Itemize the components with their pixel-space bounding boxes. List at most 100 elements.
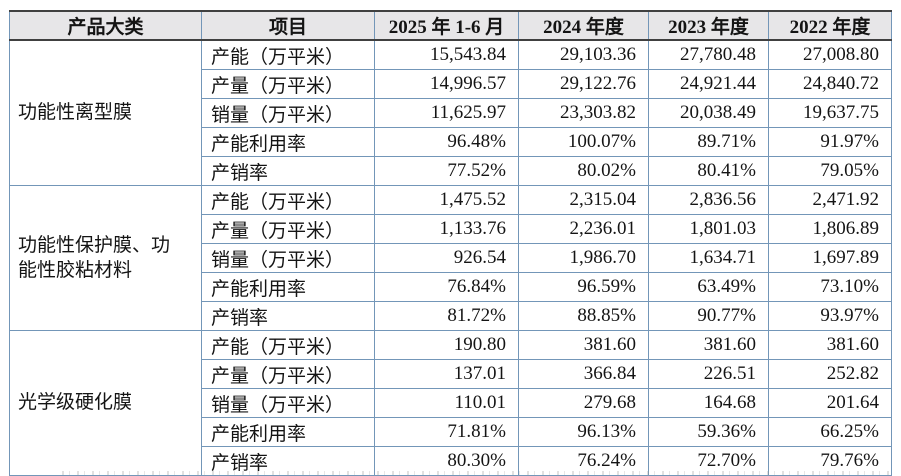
table-row: 销量（万平米） 926.54 1,986.70 1,634.71 1,697.89: [10, 243, 892, 273]
table-row: 产量（万平米） 1,133.76 2,236.01 1,801.03 1,806.89: [10, 214, 892, 244]
value-cell: 79.05%: [768, 156, 892, 186]
value-cell: 190.80: [374, 330, 519, 360]
table-row: 功能性保护膜、功能性胶粘材料 产能（万平米） 1,475.52 2,315.04 2,8…: [9, 185, 892, 331]
value-cell: 80.30%: [374, 446, 519, 476]
value-cell: 89.71%: [648, 127, 769, 157]
item-cell: 产销率: [201, 156, 375, 186]
value-cell: 164.68: [648, 388, 769, 418]
value-cell: 24,921.44: [648, 69, 769, 99]
category-cell: 光学级硬化膜: [9, 330, 202, 476]
value-cell: 252.82: [768, 359, 892, 389]
table-row: 产能利用率 96.48% 100.07% 89.71% 91.97%: [10, 127, 892, 157]
header-row: 产品大类 项目 2025 年 1-6 月 2024 年度 2023 年度 202…: [9, 10, 892, 41]
table-row: 销量（万平米） 11,625.97 23,303.82 20,038.49 19,637…: [10, 98, 892, 128]
value-cell: 381.60: [768, 330, 892, 360]
value-cell: 27,780.48: [648, 39, 769, 70]
value-cell: 1,634.71: [648, 243, 769, 273]
header-product-category: 产品大类: [9, 10, 202, 41]
production-capacity-table: 产品大类 项目 2025 年 1-6 月 2024 年度 2023 年度 202…: [9, 10, 892, 476]
category-cell: 功能性离型膜: [9, 39, 202, 186]
value-cell: 79.76%: [768, 446, 892, 476]
value-cell: 2,471.92: [768, 185, 892, 215]
item-cell: 销量（万平米）: [201, 388, 375, 418]
value-cell: 1,475.52: [374, 185, 519, 215]
value-cell: 1,986.70: [518, 243, 649, 273]
value-cell: 96.59%: [518, 272, 649, 302]
table-row: 产销率 80.30% 76.24% 72.70% 79.76%: [10, 446, 892, 476]
value-cell: 90.77%: [648, 301, 769, 331]
value-cell: 381.60: [648, 330, 769, 360]
value-cell: 80.41%: [648, 156, 769, 186]
value-cell: 27,008.80: [768, 39, 892, 70]
value-cell: 29,122.76: [518, 69, 649, 99]
value-cell: 100.07%: [518, 127, 649, 157]
value-cell: 72.70%: [648, 446, 769, 476]
item-cell: 产销率: [201, 301, 375, 331]
value-cell: 366.84: [518, 359, 649, 389]
value-cell: 29,103.36: [518, 39, 649, 70]
table-row: 产销率 77.52% 80.02% 80.41% 79.05%: [10, 156, 892, 186]
table-row: 功能性离型膜 产能（万平米） 15,543.84 29,103.36 27,780.48…: [9, 39, 892, 186]
item-cell: 产量（万平米）: [201, 214, 375, 244]
value-cell: 1,697.89: [768, 243, 892, 273]
value-cell: 96.13%: [518, 417, 649, 447]
value-cell: 80.02%: [518, 156, 649, 186]
category-cell: 功能性保护膜、功能性胶粘材料: [9, 185, 202, 331]
item-cell: 产能利用率: [201, 272, 375, 302]
value-cell: 1,801.03: [648, 214, 769, 244]
value-cell: 66.25%: [768, 417, 892, 447]
value-cell: 1,806.89: [768, 214, 892, 244]
value-cell: 71.81%: [374, 417, 519, 447]
table-row: 产量（万平米） 14,996.57 29,122.76 24,921.44 24,840…: [10, 69, 892, 99]
table-row: 产能利用率 76.84% 96.59% 63.49% 73.10%: [10, 272, 892, 302]
header-item: 项目: [201, 10, 375, 41]
header-year-2022: 2022 年度: [768, 10, 892, 41]
item-cell: 产销率: [201, 446, 375, 476]
value-cell: 110.01: [374, 388, 519, 418]
item-cell: 销量（万平米）: [201, 243, 375, 273]
item-cell: 产量（万平米）: [201, 359, 375, 389]
value-cell: 226.51: [648, 359, 769, 389]
value-cell: 77.52%: [374, 156, 519, 186]
value-cell: 279.68: [518, 388, 649, 418]
value-cell: 137.01: [374, 359, 519, 389]
cropped-text-artifact: [62, 471, 890, 475]
value-cell: 76.24%: [518, 446, 649, 476]
item-cell: 产量（万平米）: [201, 69, 375, 99]
value-cell: 14,996.57: [374, 69, 519, 99]
value-cell: 926.54: [374, 243, 519, 273]
table-body: 功能性离型膜 产能（万平米） 15,543.84 29,103.36 27,780.48…: [9, 39, 892, 476]
value-cell: 24,840.72: [768, 69, 892, 99]
item-cell: 产能利用率: [201, 127, 375, 157]
value-cell: 93.97%: [768, 301, 892, 331]
value-cell: 76.84%: [374, 272, 519, 302]
table-row: 光学级硬化膜 产能（万平米） 190.80 381.60 381.60 381.60: [9, 330, 892, 476]
value-cell: 19,637.75: [768, 98, 892, 128]
value-cell: 2,236.01: [518, 214, 649, 244]
value-cell: 2,315.04: [518, 185, 649, 215]
value-cell: 2,836.56: [648, 185, 769, 215]
value-cell: 15,543.84: [374, 39, 519, 70]
value-cell: 88.85%: [518, 301, 649, 331]
value-cell: 381.60: [518, 330, 649, 360]
header-year-2023: 2023 年度: [648, 10, 769, 41]
item-cell: 产能利用率: [201, 417, 375, 447]
table-header: 产品大类 项目 2025 年 1-6 月 2024 年度 2023 年度 202…: [9, 10, 892, 41]
value-cell: 81.72%: [374, 301, 519, 331]
table-row: 销量（万平米） 110.01 279.68 164.68 201.64: [10, 388, 892, 418]
item-cell: 产能（万平米）: [201, 39, 375, 70]
value-cell: 96.48%: [374, 127, 519, 157]
value-cell: 91.97%: [768, 127, 892, 157]
item-cell: 产能（万平米）: [201, 185, 375, 215]
value-cell: 59.36%: [648, 417, 769, 447]
value-cell: 201.64: [768, 388, 892, 418]
value-cell: 73.10%: [768, 272, 892, 302]
value-cell: 11,625.97: [374, 98, 519, 128]
value-cell: 63.49%: [648, 272, 769, 302]
item-cell: 产能（万平米）: [201, 330, 375, 360]
header-period-2025h1: 2025 年 1-6 月: [374, 10, 519, 41]
table-row: 产销率 81.72% 88.85% 90.77% 93.97%: [10, 301, 892, 331]
table-row: 产能利用率 71.81% 96.13% 59.36% 66.25%: [10, 417, 892, 447]
header-year-2024: 2024 年度: [518, 10, 649, 41]
